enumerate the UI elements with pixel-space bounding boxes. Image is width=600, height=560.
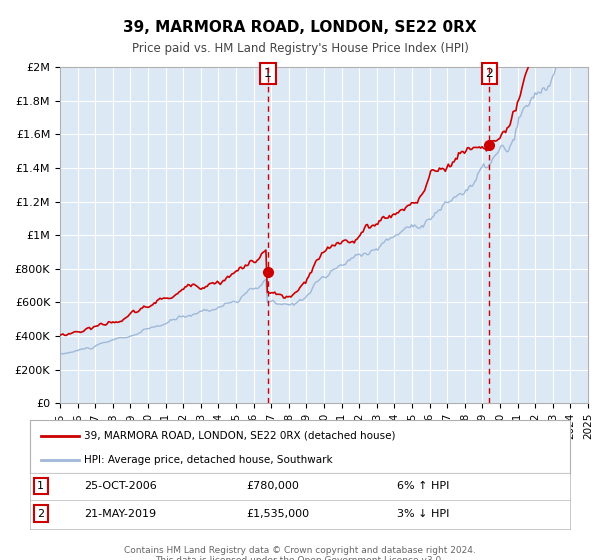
Text: Contains HM Land Registry data © Crown copyright and database right 2024.
This d: Contains HM Land Registry data © Crown c…: [124, 546, 476, 560]
Text: 2: 2: [37, 508, 44, 519]
Text: 1: 1: [37, 481, 44, 491]
Text: HPI: Average price, detached house, Southwark: HPI: Average price, detached house, Sout…: [84, 455, 332, 465]
Text: 2: 2: [485, 67, 493, 80]
Text: £780,000: £780,000: [246, 481, 299, 491]
Text: 6% ↑ HPI: 6% ↑ HPI: [397, 481, 449, 491]
Text: 21-MAY-2019: 21-MAY-2019: [84, 508, 156, 519]
Text: 3% ↓ HPI: 3% ↓ HPI: [397, 508, 449, 519]
Text: 25-OCT-2006: 25-OCT-2006: [84, 481, 157, 491]
Text: 1: 1: [264, 67, 272, 80]
Text: £1,535,000: £1,535,000: [246, 508, 309, 519]
Text: 39, MARMORA ROAD, LONDON, SE22 0RX (detached house): 39, MARMORA ROAD, LONDON, SE22 0RX (deta…: [84, 431, 395, 441]
Text: Price paid vs. HM Land Registry's House Price Index (HPI): Price paid vs. HM Land Registry's House …: [131, 42, 469, 55]
Text: 39, MARMORA ROAD, LONDON, SE22 0RX: 39, MARMORA ROAD, LONDON, SE22 0RX: [123, 20, 477, 35]
